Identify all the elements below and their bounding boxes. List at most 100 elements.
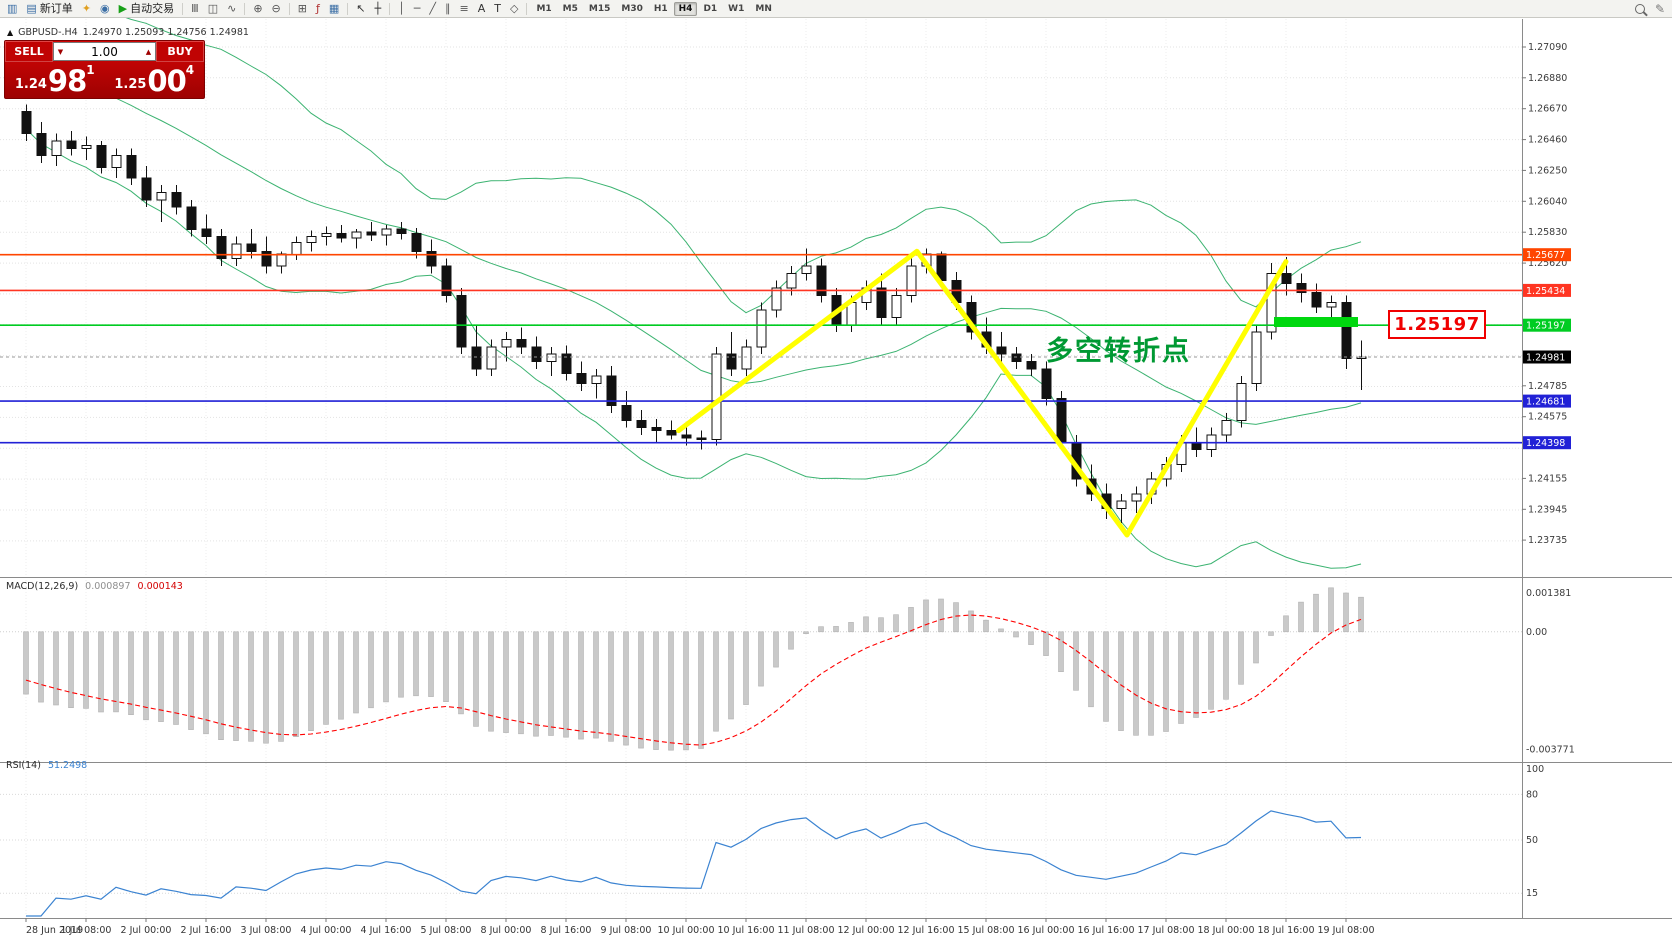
timeframe-button-m5[interactable]: M5 (562, 3, 578, 14)
price-callout-label[interactable]: 1.25197 (1388, 310, 1486, 339)
fibonacci-icon[interactable]: ≡ (455, 0, 472, 18)
new-order-icon: ▤ (26, 1, 37, 15)
svg-text:1.24981: 1.24981 (1526, 352, 1565, 363)
svg-text:8 Jul 16:00: 8 Jul 16:00 (541, 925, 592, 936)
timeframe-button-h1[interactable]: H1 (653, 3, 668, 14)
macd-value-main: 0.000897 (85, 581, 131, 592)
rsi-line (26, 810, 1362, 917)
svg-text:19 Jul 08:00: 19 Jul 08:00 (1318, 925, 1375, 936)
svg-text:18 Jul 16:00: 18 Jul 16:00 (1258, 925, 1315, 936)
price-axis[interactable]: 1.27090 1.26880 1.26670 1.26460 1.26250 1.260… (1522, 42, 1571, 546)
ask-price[interactable]: 1.25 00 4 (105, 62, 205, 98)
indicators-icon: ƒ (315, 1, 320, 15)
bid-price[interactable]: 1.24 98 1 (5, 62, 105, 98)
line-chart-icon: ∿ (227, 1, 237, 15)
trendline-zigzag[interactable] (676, 248, 1289, 538)
svg-text:1.24155: 1.24155 (1528, 473, 1567, 484)
toolbar-separator (182, 2, 184, 15)
fibonacci-icon: ≡ (459, 1, 469, 15)
svg-text:9 Jul 08:00: 9 Jul 08:00 (601, 925, 652, 936)
volume-value[interactable]: 1.00 (91, 44, 118, 59)
volume-decrease-button[interactable]: ▼ (57, 47, 64, 56)
bar-chart-icon: Ⅲ (191, 1, 199, 15)
ask-price-pip: 4 (185, 63, 195, 77)
trendline-icon: ╱ (429, 1, 436, 15)
svg-text:15: 15 (1526, 888, 1538, 899)
svg-text:16 Jul 00:00: 16 Jul 00:00 (1018, 925, 1075, 936)
vertical-line-icon[interactable]: │ (394, 0, 409, 18)
svg-text:15 Jul 08:00: 15 Jul 08:00 (958, 925, 1015, 936)
volume-increase-button[interactable]: ▲ (145, 47, 152, 56)
timeframe-button-h4[interactable]: H4 (673, 1, 698, 16)
svg-text:-0.003771: -0.003771 (1526, 744, 1575, 755)
timeframe-button-w1[interactable]: W1 (728, 3, 745, 14)
line-chart-icon[interactable]: ∿ (223, 0, 240, 18)
candlestick-chart-icon[interactable]: ◫ (204, 0, 222, 18)
toolbar: ▥ ▤ 新订单 ✦ ◉ ▶ 自动交易 Ⅲ ◫ ∿ ⊕ ⊖ ⊞ ƒ ▦ ↖ ┼ │ ─ ╱ ∥ ≡ A T ◇ M1 M5 M15 M30… (0, 0, 1672, 18)
label-icon[interactable]: T (490, 0, 505, 18)
zoom-out-icon[interactable]: ⊖ (268, 0, 285, 18)
search-icon[interactable] (1634, 3, 1645, 14)
crosshair-icon[interactable]: ┼ (370, 0, 385, 18)
sell-button[interactable]: SELL (5, 41, 53, 62)
macd-indicator-label: MACD(12,26,9) 0.000897 0.000143 (6, 581, 183, 592)
timeframe-button-d1[interactable]: D1 (703, 3, 718, 14)
charts-icon[interactable]: ▥ (3, 0, 21, 18)
collapse-panel-arrow[interactable]: ▲ (7, 28, 14, 37)
svg-text:2 Jul 16:00: 2 Jul 16:00 (181, 925, 232, 936)
svg-text:2 Jul 00:00: 2 Jul 00:00 (121, 925, 172, 936)
svg-text:0.001381: 0.001381 (1526, 588, 1571, 599)
svg-text:1.24575: 1.24575 (1528, 412, 1567, 423)
autotrading-button[interactable]: ▶ 自动交易 (118, 1, 175, 15)
svg-text:11 Jul 08:00: 11 Jul 08:00 (778, 925, 835, 936)
timeframe-button-m1[interactable]: M1 (536, 3, 552, 14)
svg-text:80: 80 (1526, 789, 1538, 800)
macd-title: MACD(12,26,9) (6, 581, 79, 592)
toolbar-right-group: ✎ (1634, 1, 1669, 16)
bid-price-pip: 1 (86, 63, 95, 77)
svg-text:1.26460: 1.26460 (1528, 135, 1567, 146)
channel-icon: ∥ (444, 1, 451, 15)
trendline-icon[interactable]: ╱ (425, 0, 440, 18)
buy-button[interactable]: BUY (156, 41, 204, 62)
templates-icon[interactable]: ▦ (325, 0, 343, 18)
zoom-out-icon: ⊖ (271, 1, 281, 15)
ask-price-big: 00 (147, 64, 186, 98)
timeframe-button-m15[interactable]: M15 (588, 3, 611, 14)
shapes-icon[interactable]: ◇ (506, 0, 522, 18)
market-watch-icon[interactable]: ◉ (96, 0, 114, 18)
timeframe-button-mn[interactable]: MN (755, 3, 772, 14)
text-icon[interactable]: A (474, 0, 490, 18)
indicators-icon[interactable]: ƒ (312, 0, 324, 18)
toolbar-separator (244, 2, 246, 15)
bar-chart-icon[interactable]: Ⅲ (187, 0, 203, 18)
cursor-icon[interactable]: ↖ (352, 0, 369, 18)
label-icon: T (494, 1, 501, 15)
annotation-text[interactable]: 多空转折点 (1046, 335, 1191, 367)
shapes-icon: ◇ (509, 1, 519, 15)
tile-windows-icon[interactable]: ⊞ (294, 0, 311, 18)
metaeditor-icon[interactable]: ✦ (78, 0, 95, 18)
volume-field[interactable]: ▼ 1.00 ▲ (53, 42, 156, 61)
charts-icon: ▥ (7, 1, 18, 15)
price-zone-box[interactable] (1274, 317, 1358, 327)
cursor-icon: ↖ (356, 1, 366, 15)
timeframe-button-m30[interactable]: M30 (621, 3, 643, 14)
svg-text:12 Jul 16:00: 12 Jul 16:00 (898, 925, 955, 936)
toolbar-separator (288, 2, 290, 15)
svg-text:1.27090: 1.27090 (1528, 42, 1567, 53)
svg-text:1.24785: 1.24785 (1528, 381, 1567, 392)
svg-text:1.23735: 1.23735 (1528, 535, 1567, 546)
svg-text:12 Jul 00:00: 12 Jul 00:00 (838, 925, 895, 936)
horizontal-line-icon[interactable]: ─ (410, 0, 425, 18)
new-order-button[interactable]: ▤ 新订单 (26, 1, 73, 15)
market-watch-icon: ◉ (100, 1, 110, 15)
edit-icon[interactable]: ✎ (1654, 1, 1665, 16)
channel-icon[interactable]: ∥ (441, 0, 455, 18)
svg-text:1 Jul 08:00: 1 Jul 08:00 (61, 925, 112, 936)
zoom-in-icon[interactable]: ⊕ (249, 0, 266, 18)
svg-text:17 Jul 08:00: 17 Jul 08:00 (1138, 925, 1195, 936)
